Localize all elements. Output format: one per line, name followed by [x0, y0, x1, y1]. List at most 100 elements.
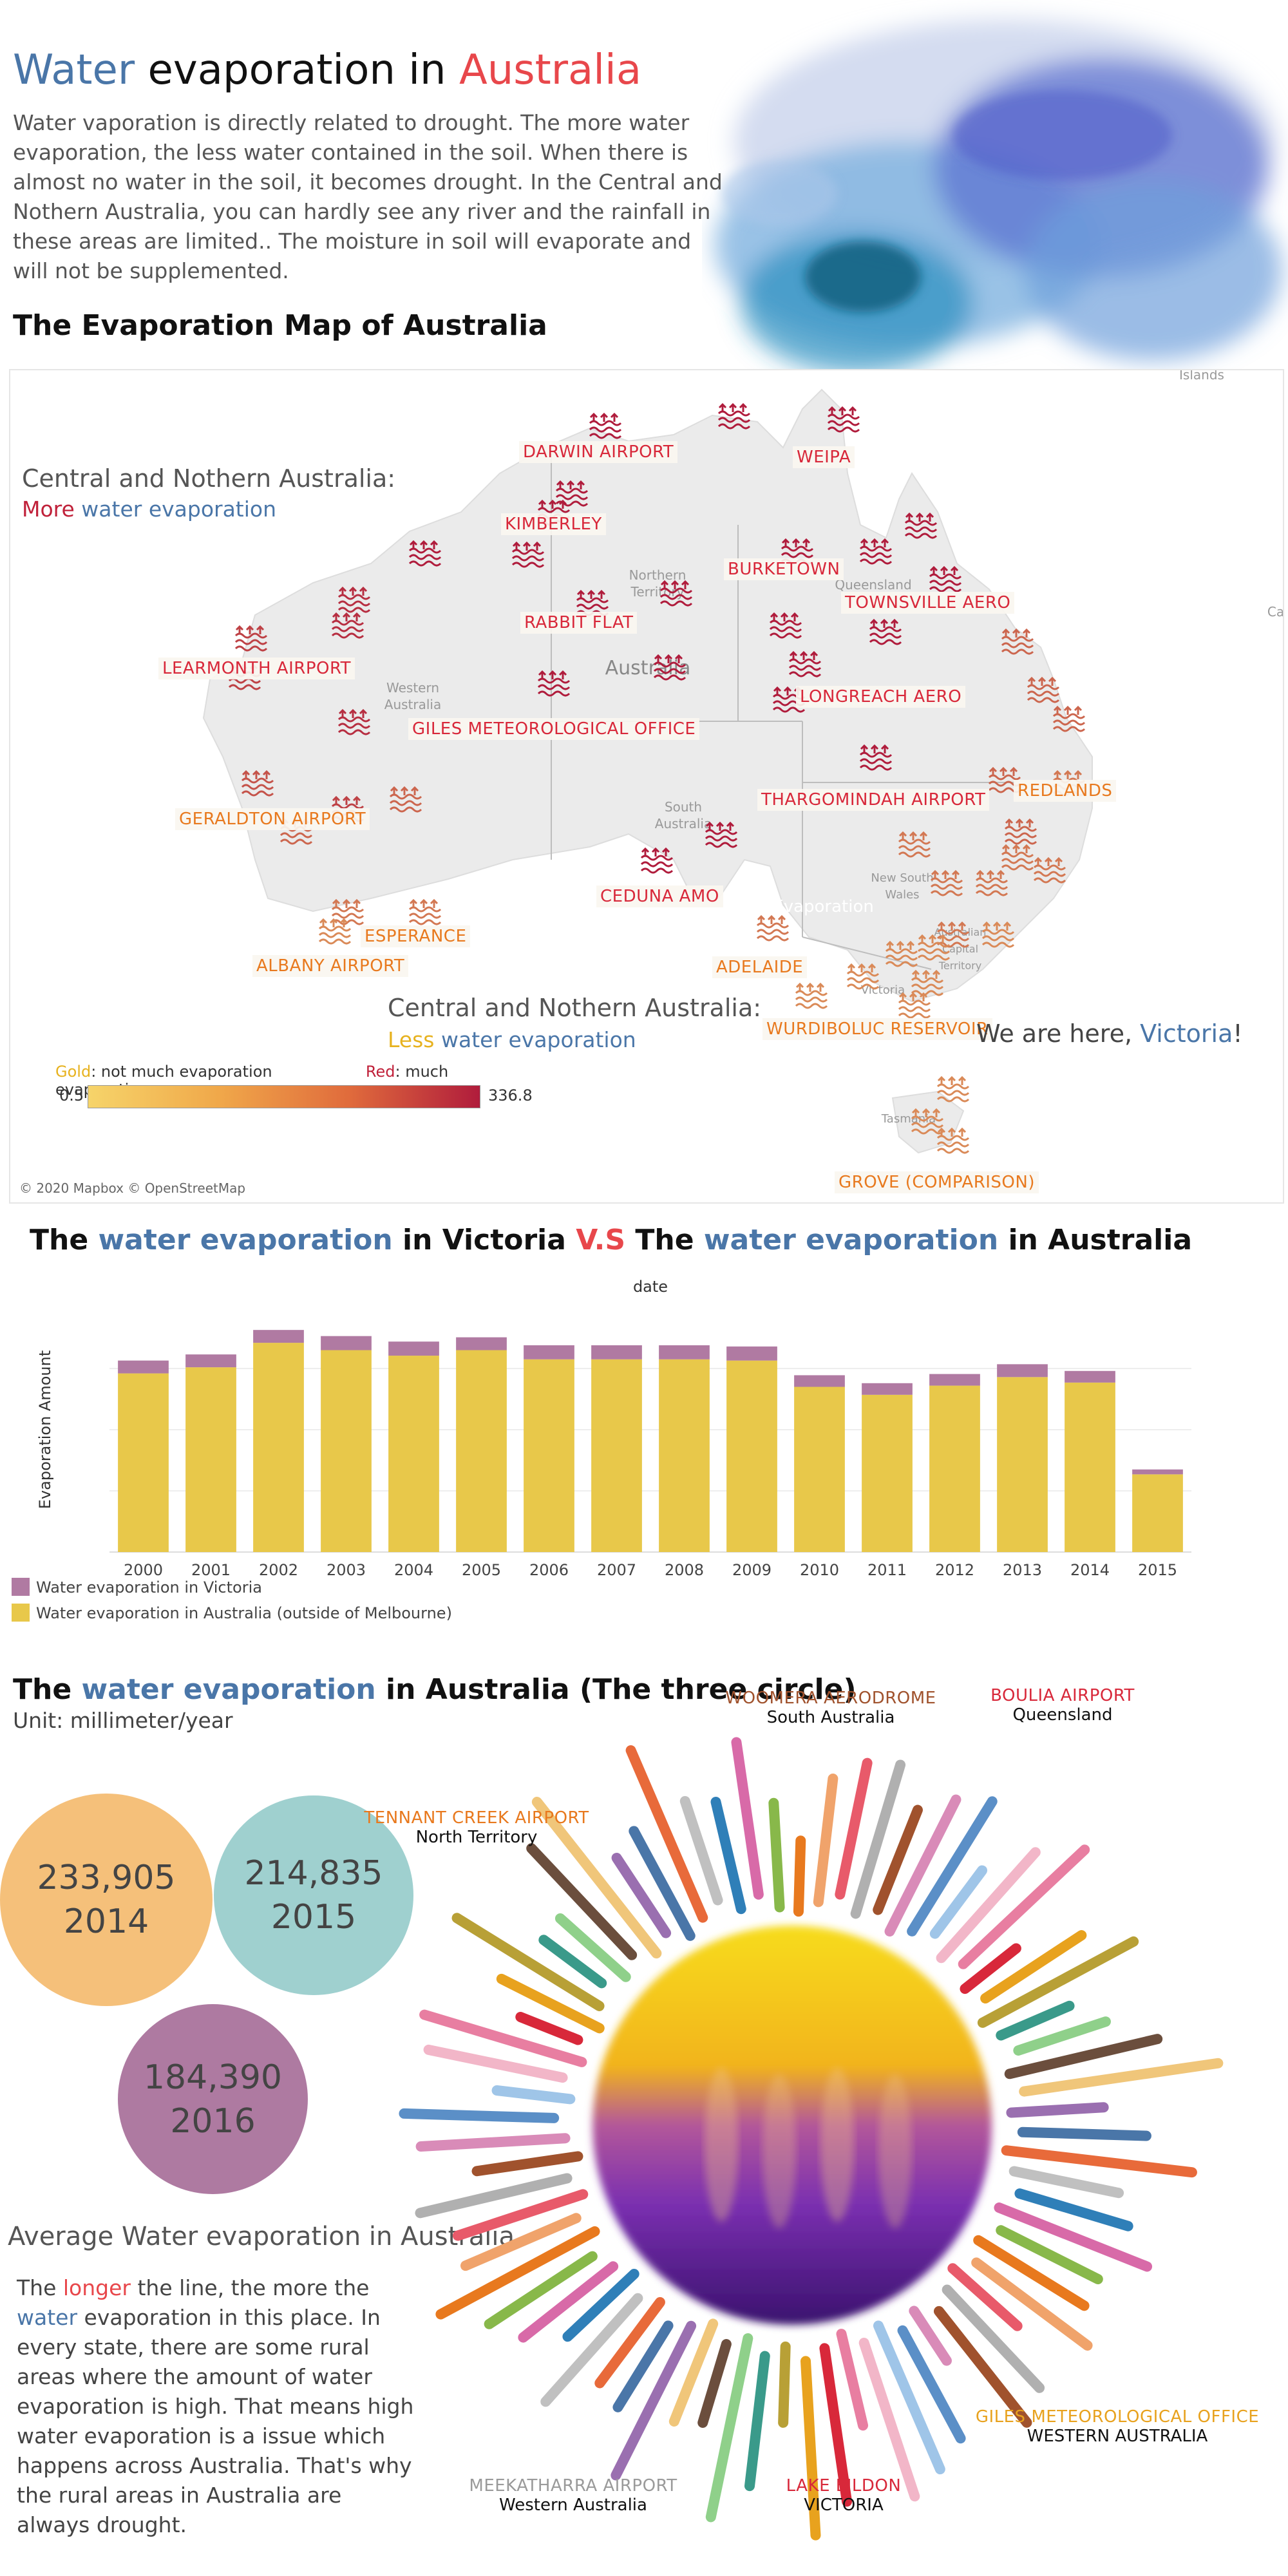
evaporation-marker-icon	[337, 708, 371, 735]
evaporation-marker-icon	[929, 565, 962, 592]
bubble-year: 2015	[270, 1898, 357, 1937]
bar-chart-title: The water evaporation in Victoria V.S Th…	[30, 1224, 1193, 1256]
station-label[interactable]: DARWIN AIRPORT	[519, 441, 678, 463]
sun-ray	[996, 2225, 1103, 2284]
callout-top-heading: Central and Nothern Australia:	[22, 464, 396, 493]
sun-label-woomera[interactable]: WOOMERA AERODROME South Australia	[725, 1689, 936, 1727]
sun-ray	[518, 2261, 619, 2343]
station-label[interactable]: LEARMONTH AIRPORT	[158, 658, 355, 679]
bar-victoria	[929, 1374, 980, 1386]
sun-label-boulia[interactable]: BOULIA AIRPORT Queensland	[990, 1686, 1135, 1725]
evaporation-bar-chart[interactable]: date Evaporation Amount 2000 2001 2002 2003 20…	[0, 1269, 1288, 1642]
bar-australia	[591, 1359, 642, 1552]
station-label[interactable]: TOWNSVILLE AERO	[841, 592, 1015, 614]
station-label[interactable]: BURKETOWN	[724, 558, 844, 580]
we-are-here-label: We are here, Victoria!	[976, 1019, 1243, 1048]
map-overlay-text: Water Evaporation	[718, 897, 874, 916]
region-label-tas: Tasmania	[881, 1112, 936, 1126]
bubble-2016[interactable]: 184,390 2016	[118, 2004, 308, 2194]
sun-ray	[1013, 2016, 1111, 2056]
station-label[interactable]: ADELAIDE	[712, 956, 808, 978]
sun-label-lake-eildon[interactable]: LAKE EILDON VICTORIA	[786, 2476, 902, 2515]
sun-ray	[819, 2343, 853, 2507]
evaporation-marker-icon	[769, 612, 802, 639]
evaporation-marker-icon	[788, 650, 822, 677]
evaporation-marker-icon	[936, 1075, 970, 1103]
x-tick-label: 2002	[259, 1561, 298, 1579]
sun-ray	[800, 2356, 821, 2541]
callout-top-sub: More water evaporation	[22, 497, 277, 522]
station-label[interactable]: REDLANDS	[1014, 780, 1117, 802]
station-label[interactable]: ESPERANCE	[361, 925, 471, 947]
x-tick-label: 2007	[597, 1561, 636, 1579]
bar-australia	[321, 1350, 372, 1552]
chart-header: date	[633, 1278, 668, 1296]
sun-label-giles[interactable]: GILES METEOROLOGICAL OFFICE WESTERN AUST…	[975, 2407, 1260, 2446]
bar-victoria	[997, 1364, 1048, 1378]
evaporation-marker-icon	[408, 898, 442, 925]
bar-victoria	[862, 1383, 913, 1395]
bar-australia	[1065, 1382, 1115, 1552]
sun-ray	[538, 1935, 607, 1989]
bar-victoria	[659, 1345, 710, 1359]
bubble-2014[interactable]: 233,905 2014	[0, 1794, 213, 2006]
sun-ray	[562, 2269, 639, 2342]
station-label[interactable]: WEIPA	[793, 446, 855, 468]
sun-ray	[873, 1804, 923, 1915]
region-label-aus: Australia	[605, 657, 691, 679]
station-label[interactable]: GILES METEOROLOGICAL OFFICE	[408, 718, 700, 740]
station-label[interactable]: KIMBERLEY	[501, 513, 606, 535]
bar-victoria	[388, 1341, 439, 1356]
callout-bottom-heading: Central and Nothern Australia:	[388, 994, 762, 1022]
region-label-wa: Western Australia	[384, 680, 442, 712]
station-label[interactable]: GROVE (COMPARISON)	[835, 1171, 1039, 1193]
sun-ray	[942, 2284, 1045, 2393]
sun-ray	[973, 2235, 1090, 2311]
x-tick-label: 2013	[1003, 1561, 1042, 1579]
station-label[interactable]: THARGOMINDAH AIRPORT	[757, 789, 990, 811]
map-attribution[interactable]: © 2020 Mapbox © OpenStreetMap	[19, 1180, 246, 1196]
sun-streak	[820, 2067, 854, 2222]
evaporation-map[interactable]: Northern Territory Queensland Western Au…	[9, 369, 1284, 1204]
map-edge-label-ca: Ca	[1267, 604, 1284, 620]
bar-victoria	[118, 1360, 169, 1374]
evaporation-marker-icon	[318, 918, 352, 945]
evaporation-marker-icon	[331, 898, 365, 925]
evaporation-marker-icon	[705, 821, 738, 848]
bar-australia	[1132, 1474, 1183, 1552]
sun-ray	[668, 2318, 719, 2427]
sun-ray	[679, 1795, 723, 1906]
x-tick-label: 2005	[462, 1561, 501, 1579]
y-axis-label: Evaporation Amount	[36, 1350, 54, 1509]
evaporation-marker-icon	[885, 940, 918, 967]
evaporation-marker-icon	[975, 869, 1009, 896]
bar-victoria	[185, 1354, 236, 1368]
sun-label-tennant-creek[interactable]: TENNANT CREEK AIRPORT North Territory	[364, 1808, 589, 1847]
circles-section-title: The water evaporation in Australia (The …	[13, 1673, 857, 1706]
station-label[interactable]: LONGREACH AERO	[796, 686, 966, 708]
sun-ray	[1006, 2102, 1109, 2118]
evaporation-marker-icon	[408, 540, 442, 567]
station-label[interactable]: GERALDTON AIRPORT	[175, 808, 370, 830]
evaporation-marker-icon	[241, 770, 274, 797]
station-label[interactable]: ALBANY AIRPORT	[252, 955, 409, 977]
station-label[interactable]: WURDIBOLUC RESERVOIR	[762, 1018, 992, 1040]
evaporation-marker-icon	[898, 831, 931, 858]
evaporation-marker-icon	[717, 402, 751, 430]
sun-streak	[762, 2074, 796, 2228]
station-label[interactable]: CEDUNA AMO	[596, 886, 723, 907]
evaporation-markers	[228, 402, 1086, 1154]
evaporation-marker-icon	[511, 541, 545, 568]
sun-radial-chart[interactable]	[361, 1662, 1288, 2576]
sun-ray	[594, 2297, 665, 2389]
station-label[interactable]: RABBIT FLAT	[520, 612, 638, 634]
x-tick-label: 2001	[191, 1561, 231, 1579]
evaporation-marker-icon	[756, 914, 790, 942]
sun-label-meekatharra[interactable]: MEEKATHARRA AIRPORT Western Australia	[469, 2476, 677, 2515]
sun-ray	[496, 1973, 605, 2034]
intro-paragraph: Water vaporation is directly related to …	[13, 110, 723, 283]
evaporation-marker-icon	[640, 847, 674, 874]
evaporation-marker-icon	[795, 982, 828, 1009]
sun-ray	[936, 1847, 1041, 1964]
bubble-2015[interactable]: 214,835 2015	[214, 1795, 413, 1995]
